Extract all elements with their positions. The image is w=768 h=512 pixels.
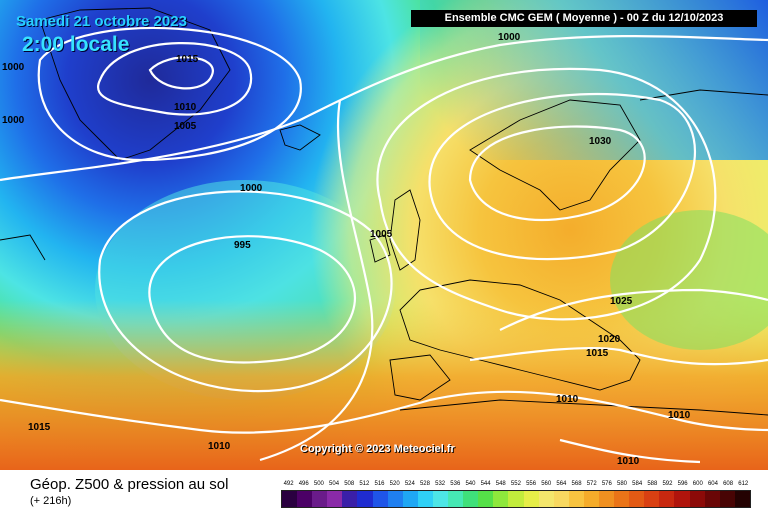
color-scale-labels: 492 496 500 504 508 512 516 520 524 528 532 536 540 5… — [281, 478, 751, 490]
scale-value-label: 552 — [510, 481, 521, 487]
scale-color-swatch — [583, 491, 599, 507]
forecast-date: Samedi 21 octobre 2023 — [16, 13, 187, 30]
scale-value-label: 504 — [329, 481, 340, 487]
isobar-label: 1010 — [174, 102, 197, 113]
scale-value-label: 576 — [601, 481, 612, 487]
scale-value-label: 508 — [344, 481, 355, 487]
color-scale-bar — [281, 490, 751, 508]
isobar-label: 1015 — [28, 422, 51, 433]
scale-value-label: 496 — [298, 481, 309, 487]
isobar-label: 1005 — [370, 229, 393, 240]
isobar-label: 1000 — [240, 183, 263, 194]
scale-color-swatch — [357, 491, 373, 507]
weather-map: 1000 1015 1000 1000 1010 1005 1000 995 1… — [0, 0, 768, 470]
scale-value-label: 580 — [617, 481, 628, 487]
scale-color-swatch — [387, 491, 403, 507]
isobar-label: 1010 — [208, 441, 231, 452]
scale-color-swatch — [659, 491, 675, 507]
legend-title: Géop. Z500 & pression au sol — [30, 476, 229, 493]
scale-color-swatch — [538, 491, 554, 507]
z500-field — [0, 0, 768, 470]
legend-subtitle: (+ 216h) — [30, 495, 72, 507]
scale-value-label: 612 — [738, 481, 749, 487]
scale-color-swatch — [463, 491, 479, 507]
scale-color-swatch — [448, 491, 464, 507]
scale-value-label: 572 — [586, 481, 597, 487]
scale-value-label: 596 — [677, 481, 688, 487]
scale-value-label: 512 — [359, 481, 370, 487]
scale-color-swatch — [568, 491, 584, 507]
coastlines — [0, 7, 768, 416]
isobar-label: 1000 — [498, 32, 521, 43]
isobar-label: 1010 — [668, 410, 691, 421]
scale-color-swatch — [342, 491, 358, 507]
scale-color-swatch — [493, 491, 509, 507]
scale-value-label: 604 — [707, 481, 718, 487]
scale-color-swatch — [282, 491, 298, 507]
scale-value-label: 500 — [313, 481, 324, 487]
scale-color-swatch — [689, 491, 705, 507]
isobar-label: 1015 — [586, 348, 609, 359]
isobar-label: 1015 — [176, 54, 199, 65]
isobar-label: 1010 — [556, 394, 579, 405]
isobars — [0, 26, 768, 464]
scale-value-label: 560 — [541, 481, 552, 487]
scale-color-swatch — [312, 491, 328, 507]
scale-value-label: 540 — [465, 481, 476, 487]
scale-color-swatch — [417, 491, 433, 507]
isobar-label: 1010 — [617, 456, 640, 467]
scale-color-swatch — [327, 491, 343, 507]
scale-value-label: 536 — [450, 481, 461, 487]
scale-color-swatch — [629, 491, 645, 507]
isobar-label: 995 — [234, 240, 251, 251]
model-title: Ensemble CMC GEM ( Moyenne ) - 00 Z du 1… — [411, 10, 757, 27]
scale-value-label: 524 — [404, 481, 415, 487]
scale-value-label: 516 — [374, 481, 385, 487]
scale-value-label: 520 — [389, 481, 400, 487]
isobar-label: 1030 — [589, 136, 612, 147]
scale-color-swatch — [598, 491, 615, 507]
scale-color-swatch — [734, 491, 750, 507]
scale-value-label: 528 — [419, 481, 430, 487]
color-scale: 492 496 500 504 508 512 516 520 524 528 532 536 540 5… — [281, 478, 751, 510]
scale-color-swatch — [402, 491, 418, 507]
isobar-label: 1000 — [2, 115, 25, 126]
isobar-label: 1005 — [174, 121, 197, 132]
isobar-label: 1025 — [610, 296, 633, 307]
scale-color-swatch — [674, 491, 690, 507]
scale-value-label: 532 — [435, 481, 446, 487]
scale-value-label: 592 — [662, 481, 673, 487]
scale-value-label: 548 — [495, 481, 506, 487]
scale-value-label: 584 — [632, 481, 643, 487]
scale-color-swatch — [704, 491, 720, 507]
scale-color-swatch — [553, 491, 569, 507]
legend-panel: Géop. Z500 & pression au sol (+ 216h) 49… — [0, 470, 768, 512]
scale-value-label: 568 — [571, 481, 582, 487]
scale-color-swatch — [478, 491, 494, 507]
scale-value-label: 588 — [647, 481, 658, 487]
scale-color-swatch — [432, 491, 449, 507]
scale-color-swatch — [523, 491, 539, 507]
scale-color-swatch — [508, 491, 524, 507]
copyright-notice: Copyright © 2023 Meteociel.fr — [300, 443, 455, 455]
scale-color-swatch — [719, 491, 735, 507]
scale-value-label: 556 — [526, 481, 537, 487]
scale-value-label: 492 — [283, 481, 294, 487]
isobar-label: 1000 — [2, 62, 25, 73]
scale-color-swatch — [644, 491, 660, 507]
scale-color-swatch — [297, 491, 313, 507]
scale-color-swatch — [372, 491, 388, 507]
isobar-label: 1020 — [598, 334, 621, 345]
scale-value-label: 608 — [723, 481, 734, 487]
scale-value-label: 544 — [480, 481, 491, 487]
scale-value-label: 564 — [556, 481, 567, 487]
scale-color-swatch — [614, 491, 630, 507]
forecast-time: 2:00 locale — [22, 33, 130, 56]
scale-value-label: 600 — [692, 481, 703, 487]
